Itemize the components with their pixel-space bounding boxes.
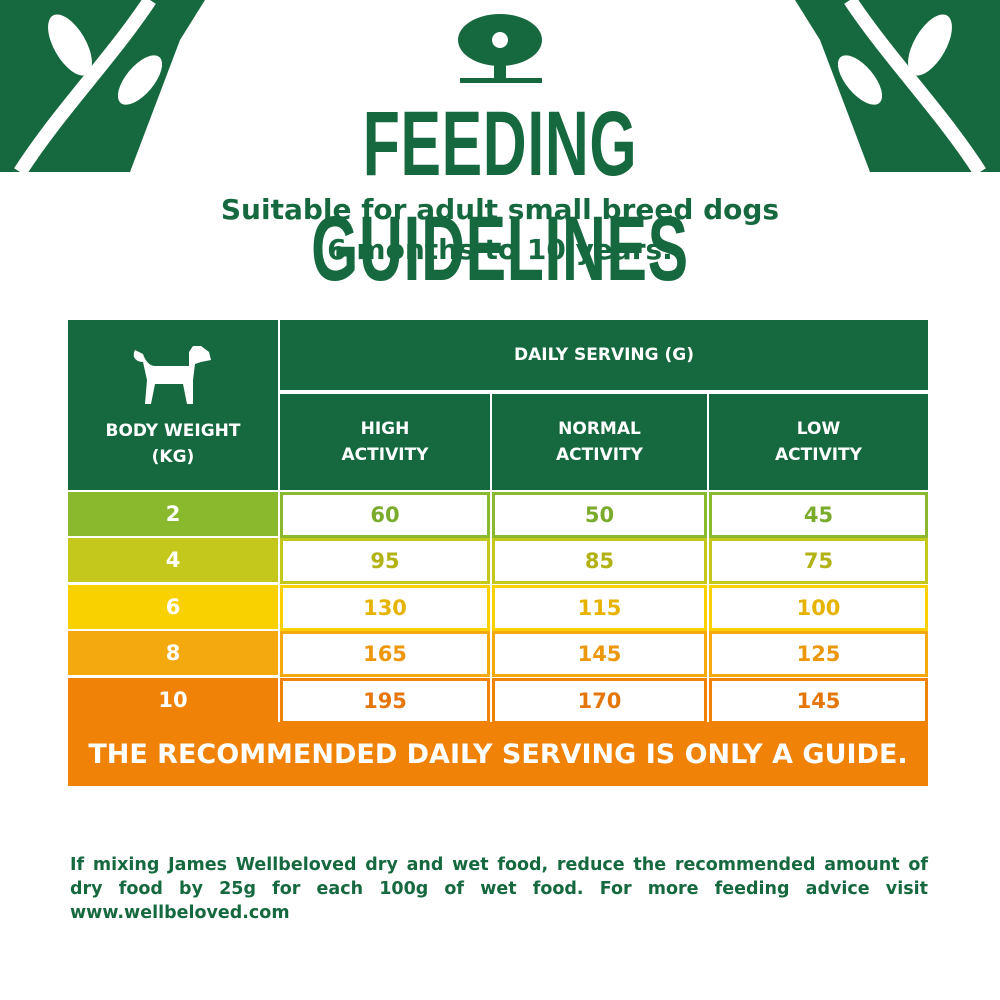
weight-cell: 6 bbox=[68, 584, 278, 629]
note: If mixing James Wellbeloved dry and wet … bbox=[70, 855, 928, 923]
title: FEEDING GUIDELINES bbox=[311, 93, 689, 300]
weight-cell: 8 bbox=[68, 631, 278, 676]
decoration bbox=[0, 0, 1000, 175]
value-cell: 100 bbox=[709, 584, 928, 631]
column-header: HIGH ACTIVITY bbox=[280, 394, 490, 490]
value-cell: 130 bbox=[280, 584, 490, 631]
column-label: ACTIVITY bbox=[556, 445, 643, 465]
group-header: DAILY SERVING (G) bbox=[280, 320, 928, 390]
column-label: LOW bbox=[796, 419, 841, 439]
value-cell: 170 bbox=[492, 677, 707, 724]
banner: THE RECOMMENDED DAILY SERVING IS ONLY A … bbox=[68, 722, 928, 786]
value-cell: 60 bbox=[280, 492, 490, 538]
column-header: NORMAL ACTIVITY bbox=[492, 394, 707, 490]
value-cell: 165 bbox=[280, 631, 490, 678]
value-cell: 85 bbox=[492, 538, 707, 585]
column-label: ACTIVITY bbox=[341, 445, 429, 465]
weight-cell: 10 bbox=[68, 677, 278, 722]
weight-cell: 4 bbox=[68, 538, 278, 583]
column-label: ACTIVITY bbox=[775, 445, 862, 465]
corner-header: BODY WEIGHT (KG) bbox=[68, 320, 278, 490]
subtitle: 6 months to 10 years. bbox=[327, 233, 673, 266]
value-cell: 75 bbox=[709, 538, 928, 585]
value-cell: 145 bbox=[492, 631, 707, 678]
dog-icon bbox=[133, 346, 211, 404]
value-cell: 95 bbox=[280, 538, 490, 585]
column-label: NORMAL bbox=[558, 419, 641, 439]
corner-label: (KG) bbox=[151, 447, 195, 467]
corner-label: BODY WEIGHT bbox=[105, 421, 241, 441]
subtitle: Suitable for adult small breed dogs bbox=[220, 193, 780, 226]
value-cell: 45 bbox=[709, 492, 928, 538]
value-cell: 145 bbox=[709, 677, 928, 724]
column-label: HIGH bbox=[360, 419, 410, 439]
value-cell: 195 bbox=[280, 677, 490, 724]
weight-cell: 2 bbox=[68, 492, 278, 536]
value-cell: 115 bbox=[492, 584, 707, 631]
column-header: LOW ACTIVITY bbox=[709, 394, 928, 490]
value-cell: 125 bbox=[709, 631, 928, 678]
value-cell: 50 bbox=[492, 492, 707, 538]
